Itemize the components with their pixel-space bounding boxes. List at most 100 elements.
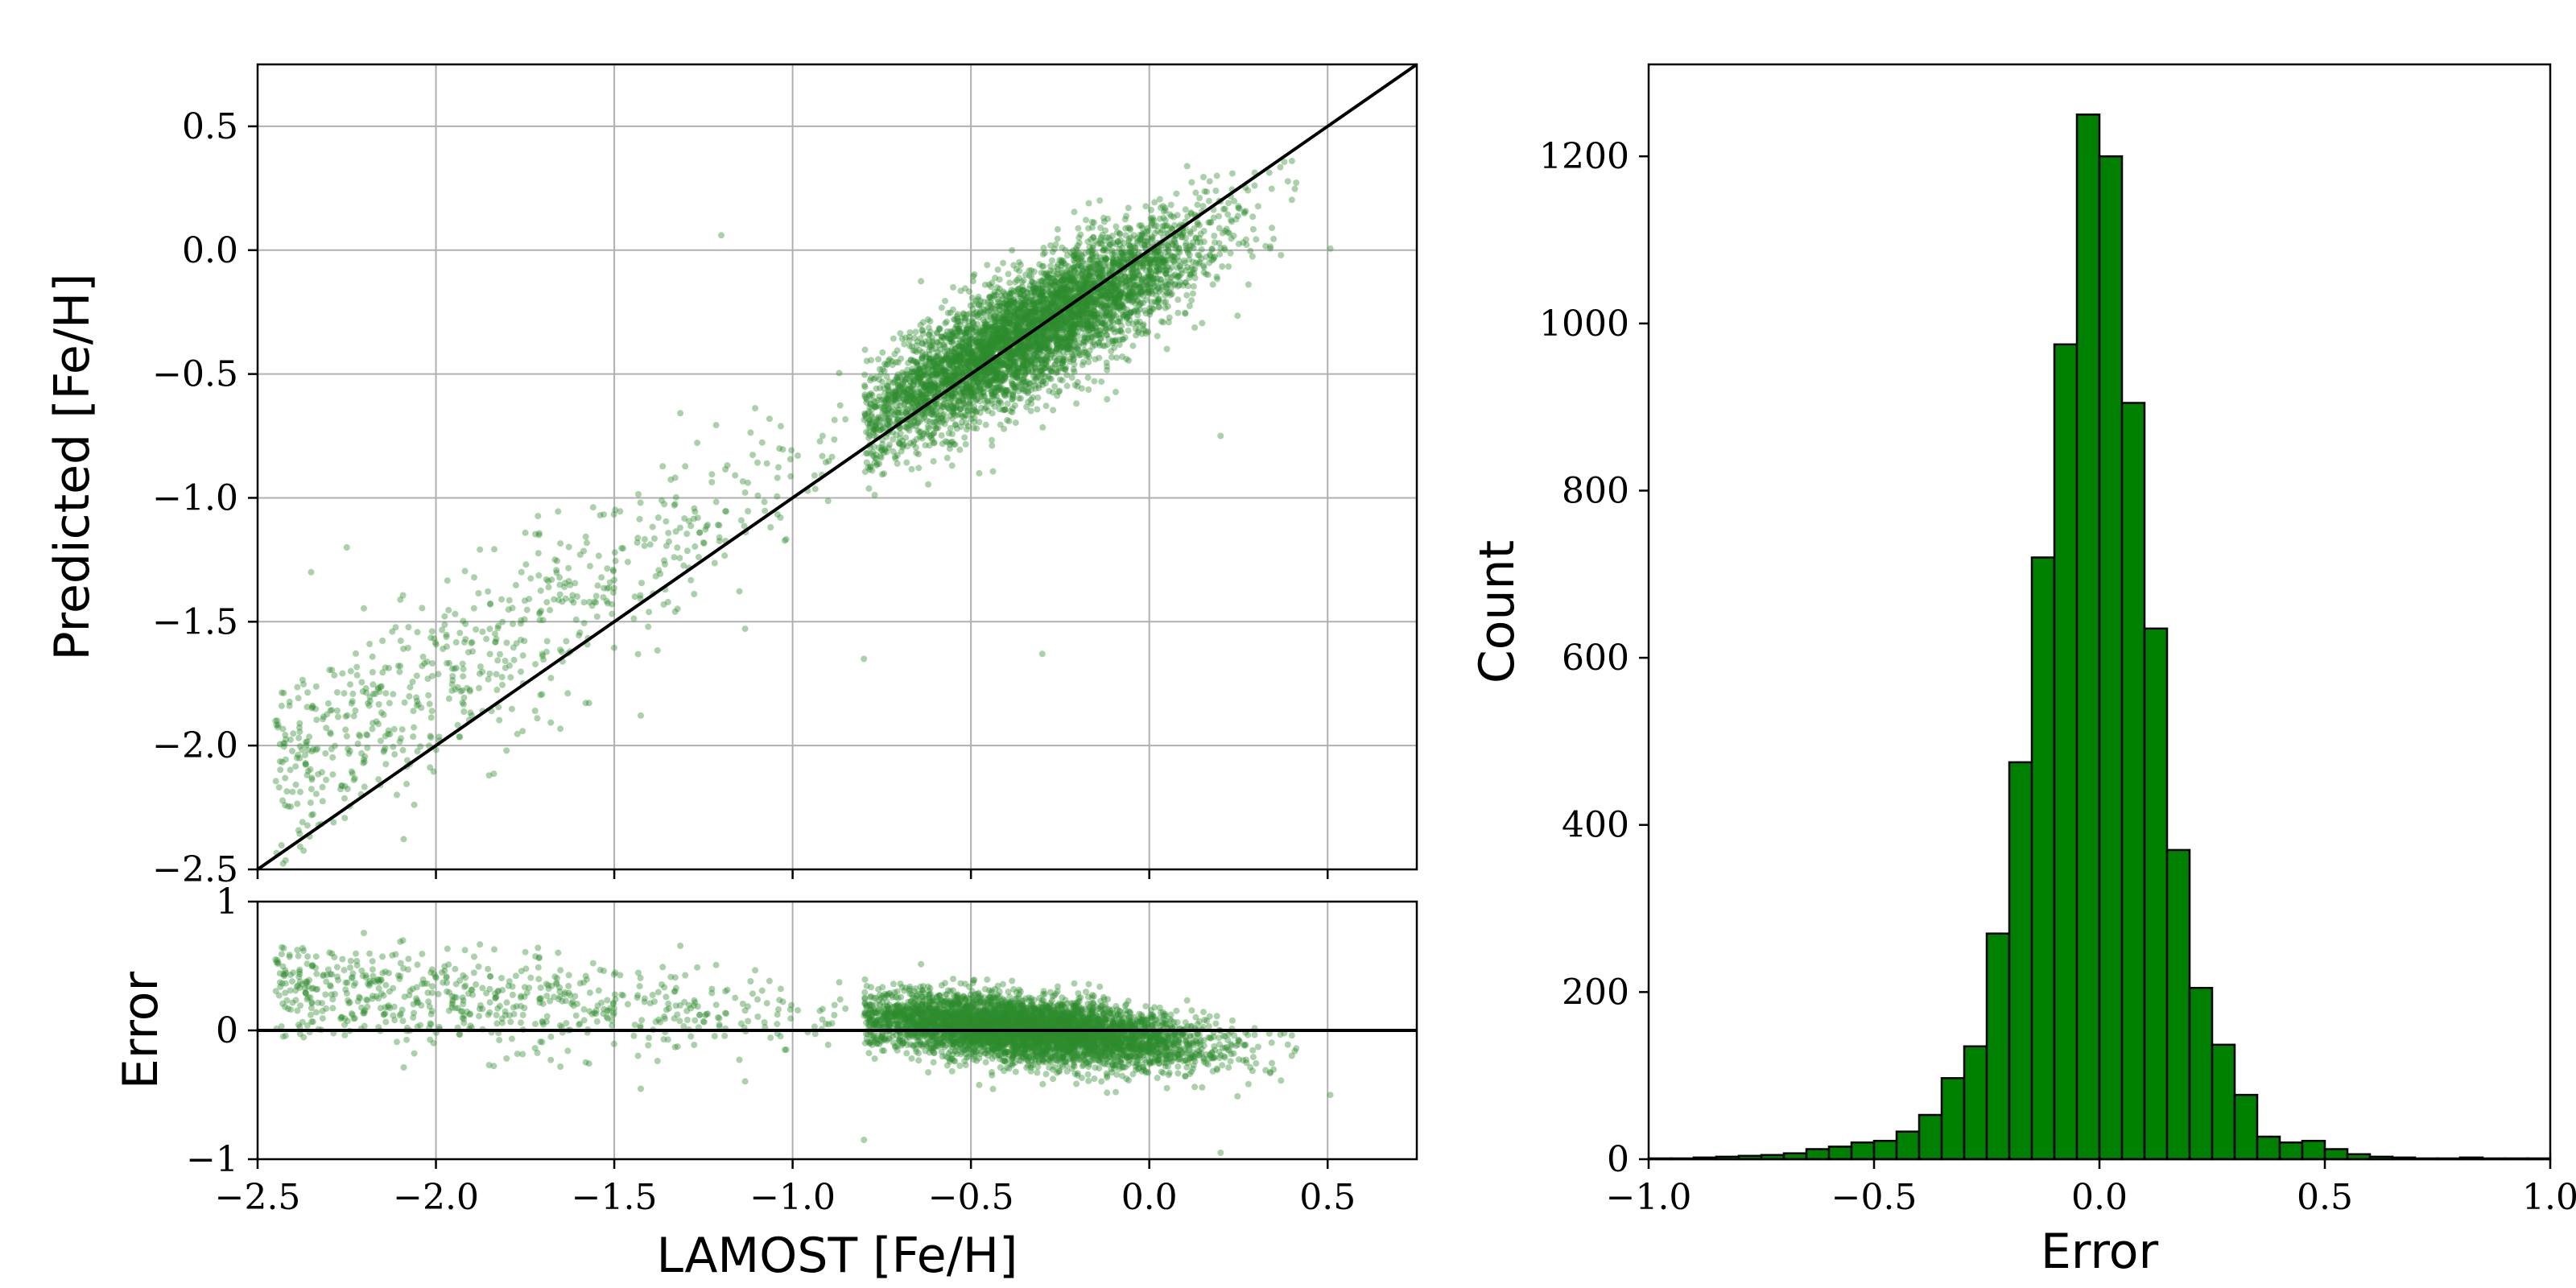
scatter-point: [965, 400, 972, 407]
scatter-point: [1174, 212, 1181, 219]
scatter-point: [1059, 287, 1067, 294]
scatter-point: [1007, 308, 1014, 315]
scatter-point: [1114, 238, 1121, 246]
scatter-point: [1091, 378, 1098, 385]
scatter-point: [996, 312, 1003, 319]
scatter-point: [1039, 250, 1046, 258]
scatter-point: [1064, 349, 1071, 356]
scatter-point: [1270, 235, 1278, 242]
scatter-point: [1053, 345, 1060, 353]
scatter-point: [991, 403, 998, 411]
scatter-point: [1001, 391, 1008, 398]
scatter-point: [1096, 354, 1103, 361]
scatter-point: [966, 387, 973, 394]
scatter-point: [1051, 383, 1059, 390]
scatter-point: [1054, 225, 1061, 233]
scatter-point: [1053, 367, 1060, 374]
scatter-point: [1104, 301, 1112, 308]
scatter-point: [890, 393, 897, 400]
scatter-point: [911, 347, 919, 354]
scatter-point: [1253, 236, 1260, 243]
scatter-point: [938, 304, 945, 312]
scatter-point: [1144, 281, 1151, 288]
scatter-point: [1157, 286, 1164, 293]
scatter-point: [1048, 257, 1055, 264]
scatter-point: [1207, 252, 1214, 259]
scatter-point: [1161, 222, 1168, 229]
scatter-point: [1111, 345, 1118, 351]
scatter-point: [1035, 360, 1042, 367]
scatter-point: [1077, 321, 1084, 328]
scatter-point: [1147, 287, 1154, 295]
scatter-point: [1245, 281, 1252, 288]
scatter-point: [948, 462, 956, 469]
scatter-point: [1098, 378, 1105, 386]
scatter-point: [981, 349, 989, 356]
scatter-point: [1213, 172, 1220, 180]
scatter-point: [1139, 225, 1146, 232]
scatter-point: [885, 417, 892, 424]
scatter-point: [1034, 309, 1042, 316]
scatter-point: [1110, 299, 1117, 306]
scatter-point: [926, 332, 933, 339]
scatter-point: [1127, 243, 1134, 250]
scatter-point: [1138, 232, 1146, 239]
scatter-point: [1155, 297, 1162, 304]
scatter-point: [1013, 349, 1021, 356]
scatter-point: [956, 337, 964, 345]
scatter-point: [1062, 246, 1069, 254]
scatter-point: [1104, 288, 1112, 295]
scatter-point: [1228, 218, 1236, 225]
scatter-point: [1090, 339, 1096, 346]
scatter-point: [1284, 178, 1291, 185]
scatter-point: [1116, 292, 1123, 299]
scatter-point: [1085, 386, 1092, 393]
scatter-point: [1278, 252, 1285, 258]
scatter-point: [922, 384, 929, 391]
scatter-point: [1031, 364, 1038, 371]
scatter-point: [985, 350, 993, 357]
scatter-point: [1227, 250, 1234, 257]
scatter-point: [1113, 223, 1120, 230]
scatter-point: [1125, 242, 1133, 249]
scatter-point: [1042, 345, 1049, 352]
scatter-point: [1182, 206, 1189, 213]
scatter-point: [1103, 326, 1110, 332]
scatter-point: [903, 375, 910, 382]
scatter-point: [908, 465, 915, 473]
scatter-point: [947, 328, 954, 335]
scatter-point: [1251, 182, 1258, 189]
scatter-point: [1070, 247, 1077, 254]
scatter-point: [969, 306, 976, 313]
scatter-point: [871, 459, 878, 466]
scatter-point: [927, 344, 934, 351]
scatter-point: [1051, 246, 1058, 253]
scatter-point: [924, 390, 931, 398]
scatter-point: [1140, 326, 1147, 333]
scatter-point: [995, 399, 1002, 407]
scatter-point: [1223, 225, 1230, 233]
scatter-point: [977, 302, 985, 309]
scatter-point: [1038, 269, 1045, 276]
scatter-point: [1046, 367, 1054, 374]
scatter-point: [1245, 187, 1252, 194]
scatter-point: [1210, 214, 1217, 221]
scatter-point: [866, 392, 873, 399]
scatter-point: [1174, 264, 1181, 271]
scatter-point: [1063, 332, 1071, 340]
scatter-point: [1200, 174, 1207, 180]
scatter-point: [1148, 260, 1155, 267]
scatter-point: [1125, 204, 1132, 212]
scatter-point: [934, 387, 941, 394]
scatter-point: [1108, 247, 1116, 254]
scatter-point: [1171, 280, 1179, 287]
scatter-point: [1030, 279, 1038, 287]
scatter-point: [1327, 245, 1334, 252]
scatter-point: [1127, 283, 1134, 291]
scatter-point: [1032, 309, 1039, 316]
scatter-point: [1088, 325, 1096, 332]
scatter-point: [1102, 311, 1109, 318]
scatter-point: [949, 392, 956, 399]
scatter-point: [1183, 291, 1191, 299]
scatter-point: [878, 444, 886, 452]
